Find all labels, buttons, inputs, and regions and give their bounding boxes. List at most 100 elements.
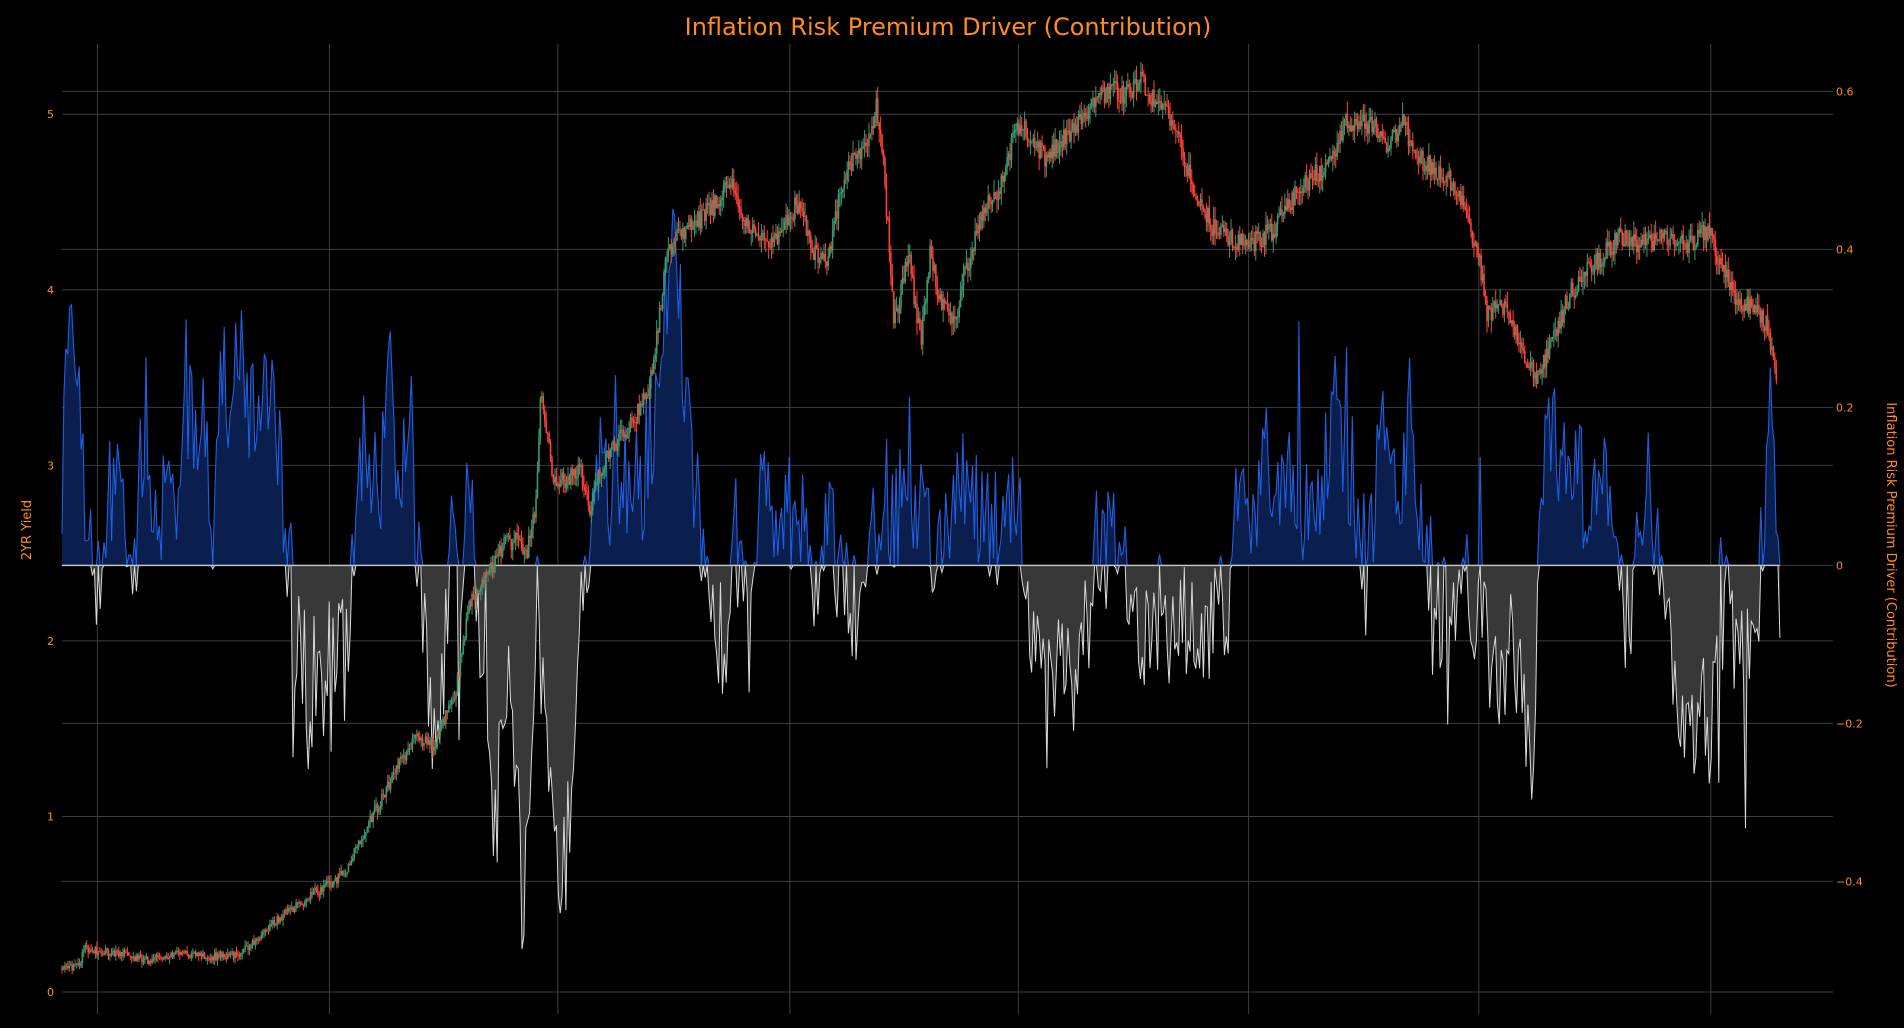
- candlestick: [962, 263, 965, 298]
- candlestick: [1339, 124, 1341, 154]
- candlestick: [641, 392, 643, 408]
- candlestick: [903, 265, 905, 285]
- candle-body: [1195, 196, 1197, 200]
- candlestick: [1106, 83, 1109, 103]
- candle-body: [1217, 232, 1219, 235]
- candle-body: [305, 898, 308, 902]
- candle-body: [1413, 150, 1416, 152]
- candlestick: [776, 226, 779, 246]
- candle-body: [1586, 261, 1589, 276]
- candlestick: [417, 731, 420, 743]
- candle-body: [660, 307, 662, 309]
- candle-body: [472, 593, 475, 599]
- candlestick: [850, 152, 853, 176]
- candle-body: [1135, 78, 1138, 91]
- candlestick: [1022, 128, 1024, 141]
- candle-body: [229, 953, 232, 955]
- candle-body: [292, 907, 294, 912]
- candlestick: [626, 427, 629, 439]
- candle-body: [1768, 332, 1770, 338]
- candle-body: [1416, 157, 1418, 159]
- candlestick: [862, 138, 864, 150]
- contribution-series: [61, 208, 1781, 950]
- candle-body: [1611, 251, 1613, 256]
- candle-body: [1726, 269, 1728, 278]
- candle-body: [823, 254, 825, 260]
- candlestick: [833, 217, 835, 238]
- candlestick: [1475, 240, 1478, 258]
- candlestick: [557, 482, 559, 489]
- candle-body: [1708, 225, 1711, 236]
- candlestick: [125, 949, 127, 954]
- candlestick: [1633, 221, 1635, 255]
- candle-body: [1084, 112, 1087, 118]
- candle-body: [209, 958, 212, 961]
- candlestick: [187, 953, 190, 960]
- candlestick: [1441, 168, 1443, 184]
- candle-body: [1102, 87, 1104, 89]
- candlestick: [1135, 65, 1138, 101]
- candle-body: [304, 901, 306, 906]
- candlestick: [1614, 229, 1616, 265]
- candlestick: [1653, 224, 1655, 252]
- right-tick-label: 0: [1836, 559, 1843, 572]
- candle-body: [1486, 300, 1488, 322]
- candle-body: [668, 244, 671, 249]
- candle-body: [1049, 151, 1052, 159]
- candle-body: [1340, 131, 1343, 141]
- candle-body: [1218, 234, 1221, 236]
- candlestick: [1529, 351, 1532, 377]
- candlestick: [1131, 90, 1133, 100]
- candle-body: [1699, 227, 1702, 234]
- candle-body: [584, 487, 587, 492]
- candlestick: [1580, 269, 1583, 287]
- candlestick: [881, 133, 883, 156]
- candlestick: [1755, 297, 1757, 316]
- candle-body: [1109, 84, 1112, 99]
- positive-contribution-fill: [62, 208, 1780, 566]
- candlestick: [1071, 119, 1074, 133]
- candle-body: [1076, 124, 1078, 133]
- candlestick: [1128, 79, 1131, 98]
- candle-body: [456, 674, 459, 693]
- candlestick: [1332, 144, 1334, 172]
- candle-body: [1282, 214, 1285, 216]
- candlestick: [600, 472, 603, 487]
- candlestick: [1558, 311, 1561, 334]
- candle-body: [747, 218, 750, 229]
- candlestick: [421, 733, 424, 751]
- candle-body: [103, 952, 105, 955]
- candlestick: [1063, 119, 1065, 151]
- candlestick: [786, 206, 789, 230]
- candle-body: [671, 246, 674, 255]
- candle-body: [194, 951, 197, 957]
- candlestick: [177, 947, 180, 957]
- candlestick: [1442, 168, 1445, 192]
- candlestick: [1044, 144, 1046, 179]
- candlestick: [725, 175, 728, 198]
- candle-body: [888, 219, 891, 253]
- candle-body: [1553, 330, 1555, 338]
- candle-body: [1480, 255, 1482, 281]
- candlestick: [908, 244, 911, 264]
- candlestick: [288, 904, 290, 914]
- candle-body: [519, 538, 521, 540]
- candle-body: [490, 562, 492, 569]
- candlestick: [610, 442, 613, 458]
- candle-body: [805, 215, 808, 236]
- candle-body: [1571, 282, 1574, 296]
- candle-body: [1538, 370, 1541, 372]
- candle-body: [65, 965, 68, 967]
- candlestick: [972, 247, 975, 261]
- candle-body: [1500, 300, 1503, 308]
- candle-body: [564, 482, 566, 488]
- candle-body: [487, 571, 489, 575]
- candlestick: [1381, 123, 1384, 145]
- candlestick: [192, 948, 194, 959]
- candlestick: [1689, 223, 1692, 243]
- candle-body: [272, 920, 274, 925]
- candle-body: [722, 185, 725, 198]
- candlestick: [1759, 306, 1762, 328]
- candlestick: [1304, 171, 1307, 193]
- candle-body: [1615, 232, 1618, 246]
